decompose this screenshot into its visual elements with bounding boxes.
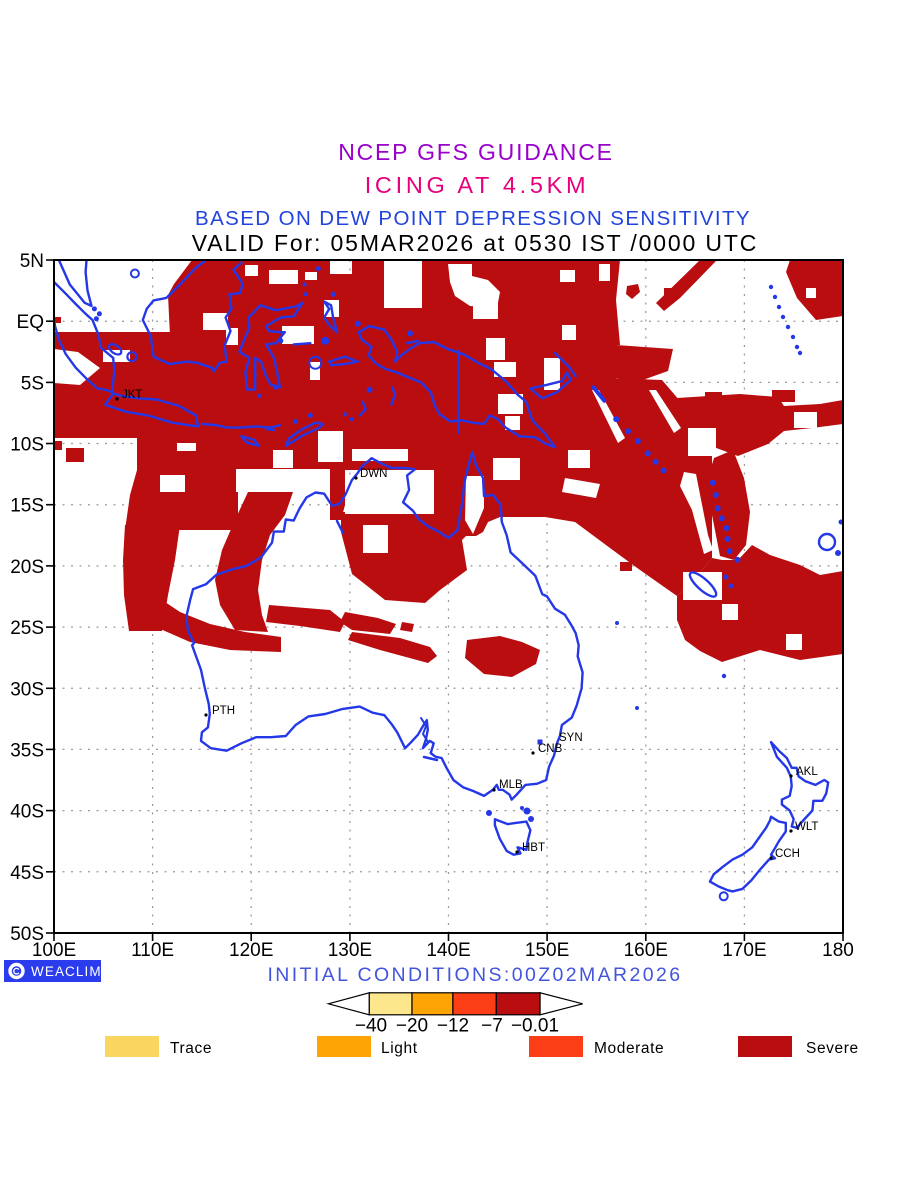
svg-text:HBT: HBT (522, 842, 545, 854)
svg-text:45S: 45S (10, 863, 44, 884)
svg-text:ICING AT 4.5KM: ICING AT 4.5KM (365, 172, 590, 198)
svg-text:30S: 30S (10, 679, 44, 700)
svg-text:CCH: CCH (775, 848, 800, 860)
svg-text:140E: 140E (426, 940, 470, 961)
svg-text:WLT: WLT (795, 821, 818, 833)
svg-text:−7: −7 (481, 1016, 503, 1037)
svg-text:SYN: SYN (559, 732, 583, 744)
svg-text:35S: 35S (10, 740, 44, 761)
svg-text:JKT: JKT (122, 389, 142, 401)
svg-text:150E: 150E (525, 940, 569, 961)
svg-text:−40: −40 (355, 1016, 387, 1037)
svg-text:100E: 100E (32, 940, 76, 961)
svg-text:INITIAL CONDITIONS:00Z02MAR20: INITIAL CONDITIONS:00Z02MAR2026 (267, 964, 682, 986)
svg-text:25S: 25S (10, 618, 44, 639)
svg-text:130E: 130E (328, 940, 372, 961)
svg-text:EQ: EQ (17, 312, 44, 333)
svg-text:−12: −12 (437, 1016, 469, 1037)
svg-text:15S: 15S (10, 496, 44, 517)
svg-text:Trace: Trace (170, 1040, 212, 1057)
svg-text:WEACLIM: WEACLIM (31, 964, 102, 979)
svg-text:110E: 110E (131, 940, 174, 961)
svg-text:Severe: Severe (806, 1040, 859, 1057)
svg-text:−0.01: −0.01 (511, 1016, 559, 1037)
svg-text:180: 180 (822, 940, 854, 961)
svg-text:Moderate: Moderate (594, 1040, 664, 1057)
svg-text:PTH: PTH (212, 705, 235, 717)
svg-text:MLB: MLB (499, 779, 523, 791)
svg-text:40S: 40S (10, 802, 44, 823)
svg-text:20S: 20S (10, 557, 44, 578)
svg-text:160E: 160E (624, 940, 668, 961)
svg-text:AKL: AKL (796, 766, 818, 778)
svg-text:170E: 170E (722, 940, 766, 961)
svg-text:Light: Light (381, 1040, 418, 1057)
svg-text:DWN: DWN (360, 468, 387, 480)
svg-text:50S: 50S (10, 924, 44, 945)
svg-text:NCEP GFS GUIDANCE: NCEP GFS GUIDANCE (338, 139, 614, 165)
svg-text:120E: 120E (229, 940, 273, 961)
svg-text:VALID For: 05MAR2026 at 05: VALID For: 05MAR2026 at 0530 IST /0000 U… (192, 230, 758, 256)
svg-text:10S: 10S (10, 435, 44, 456)
svg-text:5N: 5N (20, 251, 44, 272)
svg-text:−20: −20 (396, 1016, 428, 1037)
svg-text:CNB: CNB (538, 743, 563, 755)
svg-text:BASED ON DEW POINT DEPRESS: BASED ON DEW POINT DEPRESSION SENSITIVIT… (195, 207, 751, 230)
svg-text:5S: 5S (21, 373, 44, 394)
